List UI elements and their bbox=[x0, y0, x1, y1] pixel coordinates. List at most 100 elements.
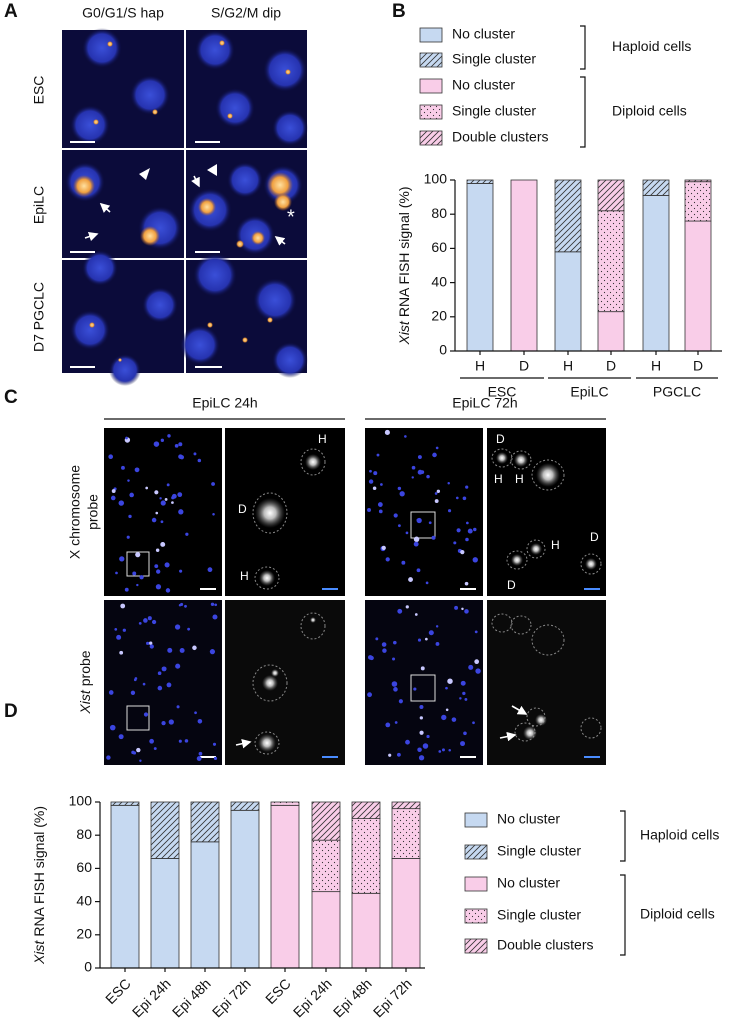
legend-group-label: Haploid cells bbox=[612, 38, 691, 54]
cell-dot bbox=[381, 545, 386, 550]
cell-dot bbox=[466, 521, 469, 525]
cell-dot bbox=[393, 640, 397, 645]
cell-dot bbox=[120, 603, 126, 609]
cell-dot bbox=[375, 637, 379, 641]
cell-dot bbox=[168, 719, 174, 725]
cell-dot bbox=[130, 690, 136, 695]
cell-dot bbox=[155, 548, 160, 552]
legend-swatch bbox=[464, 876, 488, 892]
x-group-label: EpiLC bbox=[570, 384, 608, 400]
cell-dot bbox=[164, 562, 170, 568]
bar-segment bbox=[597, 311, 625, 352]
cell-dot bbox=[160, 520, 164, 524]
cell-dot bbox=[424, 637, 428, 641]
cell-dot bbox=[174, 443, 179, 448]
cell-dot bbox=[175, 663, 181, 669]
cell-dot bbox=[179, 647, 185, 653]
cell-dot bbox=[373, 471, 378, 476]
cell-dot bbox=[396, 752, 401, 757]
y-tick-label: 40 bbox=[431, 273, 447, 289]
cell-dot bbox=[136, 747, 141, 753]
cell-dot bbox=[128, 514, 132, 519]
cell-dot bbox=[465, 537, 469, 542]
legend-label: Single cluster bbox=[452, 51, 536, 67]
legend-bracket bbox=[620, 810, 626, 862]
cell-dot bbox=[474, 630, 478, 634]
cell-dot bbox=[451, 717, 457, 722]
bar-segment bbox=[351, 892, 381, 969]
legend-label: No cluster bbox=[452, 77, 515, 93]
cell-dot bbox=[122, 628, 126, 632]
legend-label: Double clusters bbox=[452, 129, 549, 145]
overview-image bbox=[104, 600, 222, 765]
cell-dot bbox=[413, 536, 420, 543]
cell-dot bbox=[161, 720, 166, 726]
cell-dot bbox=[438, 750, 442, 753]
bar-segment bbox=[684, 220, 712, 352]
cell-dot bbox=[119, 650, 124, 655]
cell-dot bbox=[165, 588, 171, 593]
cell-dot bbox=[419, 716, 423, 720]
inset-image bbox=[487, 600, 606, 765]
x-tick-label: D bbox=[606, 358, 616, 374]
cell-dot bbox=[164, 498, 168, 501]
x-tick-label: Epi 72h bbox=[370, 975, 415, 1020]
cell-dot bbox=[472, 557, 478, 563]
cell-dot bbox=[185, 532, 189, 536]
asterisk: * bbox=[287, 206, 295, 228]
cell-dot bbox=[368, 479, 374, 484]
cell-dot bbox=[155, 511, 159, 515]
bar-segment bbox=[311, 801, 341, 841]
cell-dot bbox=[475, 668, 481, 674]
y-tick-label: 100 bbox=[424, 171, 448, 187]
cell-dot bbox=[416, 568, 421, 573]
x-tick-label: Epi 48h bbox=[169, 975, 214, 1020]
cell-dot bbox=[214, 603, 218, 607]
legend-swatch bbox=[419, 78, 443, 94]
cell-dot bbox=[460, 550, 465, 555]
arrowheads bbox=[139, 164, 217, 180]
cell-dot bbox=[194, 711, 197, 715]
fish-signal bbox=[255, 452, 597, 752]
y-tick-label: 20 bbox=[76, 926, 92, 942]
cell-dot bbox=[213, 756, 218, 761]
y-tick-label: 40 bbox=[76, 892, 92, 908]
cell-dot bbox=[212, 614, 218, 620]
cell-dot bbox=[405, 605, 409, 609]
cell-dot bbox=[192, 645, 197, 651]
cell-dot bbox=[148, 641, 153, 645]
legend-swatch bbox=[419, 104, 443, 120]
roi-boxes bbox=[126, 511, 436, 731]
legend-group-label: Diploid cells bbox=[640, 906, 715, 922]
cell-dot bbox=[472, 721, 475, 725]
cell-dot bbox=[178, 509, 184, 515]
cell-dot bbox=[397, 608, 403, 614]
bar-segment bbox=[684, 179, 712, 183]
cell-dot bbox=[154, 490, 159, 495]
cell-dot bbox=[416, 518, 419, 522]
legend-swatch bbox=[464, 908, 488, 924]
bar-segment bbox=[391, 858, 421, 969]
cell-dot bbox=[196, 756, 202, 761]
cell-dot bbox=[397, 524, 401, 528]
cell-dot bbox=[401, 560, 406, 565]
column-header: EpiLC 72h bbox=[452, 395, 517, 411]
legend-bracket bbox=[580, 25, 586, 70]
cell-dot bbox=[166, 483, 170, 487]
cell-dot bbox=[378, 509, 383, 514]
cell-dot bbox=[468, 664, 474, 670]
bar-segment bbox=[554, 251, 582, 352]
cell-dot bbox=[411, 465, 416, 470]
y-axis-label-italic: Xist bbox=[31, 940, 47, 965]
cell-dot bbox=[126, 535, 130, 539]
cell-dot bbox=[382, 648, 387, 653]
cell-dot bbox=[462, 691, 466, 696]
overview-image bbox=[104, 428, 222, 596]
cell-dot bbox=[176, 705, 180, 709]
cell-dot bbox=[405, 739, 410, 745]
cell-dot bbox=[391, 681, 398, 687]
cell-dot bbox=[156, 569, 161, 574]
legend-swatch bbox=[419, 27, 443, 43]
cell-dot bbox=[460, 680, 466, 686]
